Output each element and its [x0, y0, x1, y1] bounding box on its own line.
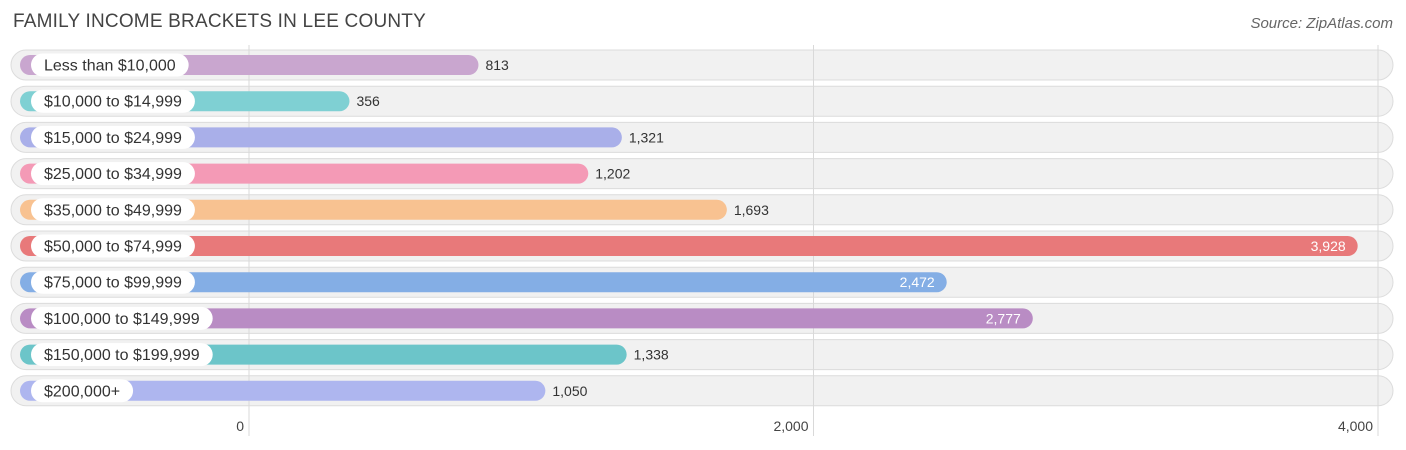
- bar-group: $35,000 to $49,999 1,693: [20, 198, 769, 222]
- bar-group: $25,000 to $34,999 1,202: [20, 162, 631, 186]
- category-label: $75,000 to $99,999: [44, 275, 182, 292]
- x-tick-label: 2,000: [773, 418, 808, 434]
- source-note: Source: ZipAtlas.com: [1250, 15, 1393, 32]
- value-label: 356: [356, 93, 380, 109]
- bar-group: $200,000+ 1,050: [20, 379, 588, 403]
- category-label-pill: [31, 125, 195, 149]
- category-label-pill: [31, 89, 195, 113]
- category-label: $200,000+: [44, 383, 120, 400]
- bar: [20, 308, 1033, 329]
- x-tick-label: 4,000: [1338, 418, 1373, 434]
- category-label-pill: [31, 53, 189, 77]
- value-label: 813: [485, 57, 509, 73]
- bar-group: Less than $10,000 813: [20, 53, 509, 77]
- bar-group: $75,000 to $99,999 2,472: [20, 270, 947, 294]
- category-label: $35,000 to $49,999: [44, 202, 182, 219]
- bar-group: $15,000 to $24,999 1,321: [20, 125, 664, 149]
- category-label-pill: [31, 379, 134, 403]
- chart-title: FAMILY INCOME BRACKETS IN LEE COUNTY: [13, 11, 426, 32]
- category-label: $10,000 to $14,999: [44, 94, 182, 111]
- value-label: 1,338: [634, 347, 669, 363]
- category-label: $15,000 to $24,999: [44, 130, 182, 147]
- category-label-pill: [31, 343, 213, 367]
- bar: [20, 199, 727, 220]
- value-label: 1,693: [734, 202, 769, 218]
- category-label: Less than $10,000: [44, 58, 176, 75]
- bar: [20, 272, 947, 293]
- value-label: 1,050: [552, 383, 587, 399]
- category-label: $150,000 to $199,999: [44, 347, 200, 364]
- value-label: 2,777: [986, 310, 1021, 326]
- category-label-pill: [31, 270, 195, 294]
- bar-group: $100,000 to $149,999 2,777: [20, 306, 1033, 330]
- value-label: 1,202: [595, 166, 630, 182]
- row-background: [10, 85, 1394, 117]
- category-label-pill: [31, 234, 195, 258]
- bar-group: $150,000 to $199,999 1,338: [20, 343, 669, 367]
- value-label: 3,928: [1311, 238, 1346, 254]
- bar-group: $10,000 to $14,999 356: [20, 89, 380, 113]
- category-label-pill: [31, 306, 213, 330]
- bar: [20, 380, 546, 401]
- category-label-pill: [31, 198, 195, 222]
- category-label: $100,000 to $149,999: [44, 311, 200, 328]
- category-label: $25,000 to $34,999: [44, 166, 182, 183]
- x-tick-label: 0: [236, 418, 244, 434]
- value-label: 1,321: [629, 129, 664, 145]
- category-label: $50,000 to $74,999: [44, 239, 182, 256]
- bar: [20, 236, 1358, 256]
- bars: Less than $10,000 813 $10,000 to $14,999 35…: [20, 53, 1358, 403]
- x-axis-ticks: 0 2,000 4,000: [236, 418, 1373, 434]
- category-label-pill: [31, 162, 195, 186]
- bar-group: $50,000 to $74,999 3,928: [20, 234, 1358, 258]
- value-label: 2,472: [900, 274, 935, 290]
